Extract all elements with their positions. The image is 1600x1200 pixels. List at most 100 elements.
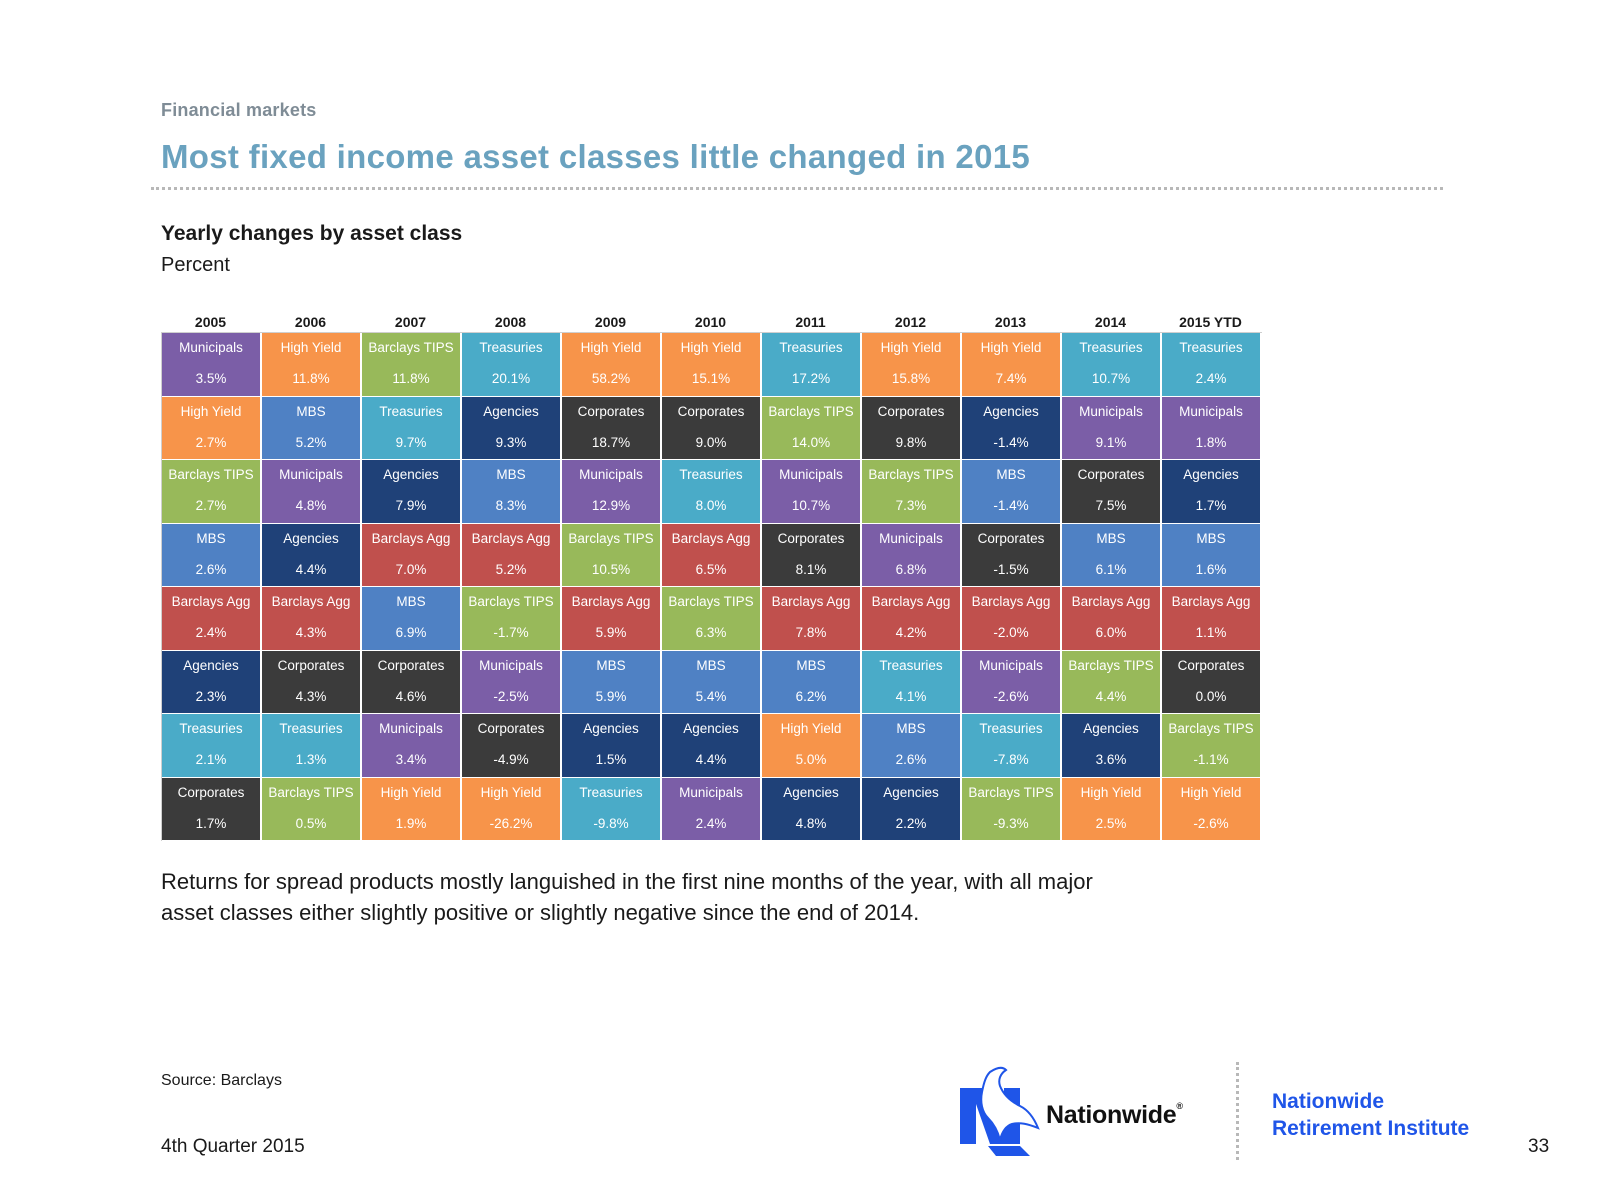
asset-cell-name: Barclays Agg — [371, 530, 451, 546]
asset-cell-name: MBS — [896, 721, 926, 736]
asset-cell-name: Agencies — [483, 403, 539, 419]
asset-cell-name: High Yield — [1080, 784, 1142, 800]
asset-cell-value: -2.0% — [993, 625, 1029, 640]
asset-cell-name: Barclays Agg — [671, 530, 751, 546]
asset-cell: MBS 6.1% — [1062, 523, 1161, 587]
asset-cell-value: 4.3% — [295, 688, 327, 704]
asset-cell-name: Barclays TIPS — [868, 467, 954, 482]
asset-cell-value: 9.1% — [1095, 434, 1127, 450]
asset-cell: Treasuries 2.4% — [1162, 333, 1261, 397]
asset-cell-value: 6.8% — [895, 561, 927, 577]
asset-cell-value: 4.4% — [695, 752, 727, 767]
asset-cell: Municipals -2.5% — [462, 650, 561, 714]
asset-cell: Corporates 7.5% — [1062, 460, 1161, 524]
asset-cell-name: MBS — [196, 530, 226, 546]
asset-cell: Corporates 9.0% — [662, 396, 761, 460]
asset-cell-name: Municipals — [379, 721, 443, 736]
asset-cell-name: High Yield — [280, 340, 342, 355]
asset-cell-value: 5.9% — [595, 688, 627, 704]
asset-cell: Barclays Agg 4.3% — [262, 587, 361, 651]
asset-cell-value: 2.4% — [695, 815, 727, 831]
asset-cell: Barclays Agg 7.8% — [762, 587, 861, 651]
asset-cell-name: High Yield — [580, 340, 642, 355]
asset-cell: High Yield 7.4% — [962, 333, 1061, 397]
asset-cell: High Yield 1.9% — [362, 777, 461, 841]
asset-cell-value: 5.9% — [595, 625, 627, 640]
asset-cell-name: MBS — [1196, 530, 1226, 546]
asset-cell-value: 1.5% — [595, 752, 627, 767]
year-header: 2010 — [694, 314, 727, 330]
asset-cell: Treasuries 9.7% — [362, 396, 461, 460]
asset-cell-value: -1.7% — [493, 625, 529, 640]
asset-cell: Agencies 4.4% — [262, 523, 361, 587]
asset-cell-name: Agencies — [1183, 467, 1239, 482]
asset-cell-name: Municipals — [279, 467, 343, 482]
asset-cell: Barclays TIPS -9.3% — [962, 777, 1061, 841]
asset-cell: Barclays TIPS 10.5% — [562, 523, 661, 587]
asset-cell-value: 1.9% — [395, 815, 427, 831]
asset-cell: Corporates -4.9% — [462, 714, 561, 778]
asset-cell: Barclays TIPS 6.3% — [662, 587, 761, 651]
footer-divider — [1236, 1062, 1239, 1160]
asset-cell: MBS -1.4% — [962, 460, 1061, 524]
asset-cell-value: -9.3% — [993, 815, 1029, 831]
asset-cell-name: MBS — [1096, 530, 1126, 546]
asset-cell-name: Agencies — [183, 657, 239, 673]
asset-cell-value: 20.1% — [491, 371, 531, 386]
asset-cell: Barclays Agg 5.9% — [562, 587, 661, 651]
asset-cell-value: 2.2% — [895, 815, 927, 831]
page-number: 33 — [1528, 1136, 1550, 1157]
asset-cell-name: Corporates — [377, 657, 445, 673]
asset-cell: High Yield 58.2% — [562, 333, 661, 397]
asset-cell-value: 2.6% — [195, 561, 227, 577]
asset-cell-name: MBS — [296, 403, 326, 419]
asset-cell-value: -2.6% — [1193, 815, 1229, 831]
asset-cell-value: 0.5% — [295, 815, 327, 831]
asset-cell-name: Treasuries — [179, 721, 243, 736]
asset-cell-name: Agencies — [883, 784, 939, 800]
asset-cell: Treasuries 2.1% — [162, 714, 261, 778]
asset-cell-name: High Yield — [1180, 784, 1242, 800]
asset-cell-value: 2.6% — [895, 752, 927, 767]
asset-cell-value: 6.5% — [695, 561, 727, 577]
asset-cell-value: 2.4% — [195, 625, 227, 640]
asset-cell-value: -2.6% — [993, 688, 1029, 704]
asset-cell: Barclays Agg 7.0% — [362, 523, 461, 587]
commentary-text: Returns for spread products mostly langu… — [161, 869, 1093, 925]
asset-cell-value: -9.8% — [593, 815, 629, 831]
asset-cell: Treasuries -9.8% — [562, 777, 661, 841]
asset-cell-name: High Yield — [480, 784, 542, 800]
asset-cell: Agencies 2.3% — [162, 650, 261, 714]
asset-cell-value: 4.3% — [295, 625, 327, 640]
asset-cell: Municipals 10.7% — [762, 460, 861, 524]
asset-cell-name: Barclays Agg — [1171, 594, 1251, 609]
asset-cell-name: Corporates — [977, 530, 1045, 546]
asset-cell-name: High Yield — [880, 340, 942, 355]
asset-cell: Municipals 12.9% — [562, 460, 661, 524]
asset-cell-value: 1.3% — [295, 752, 327, 767]
year-header: 2008 — [494, 314, 527, 330]
asset-cell: High Yield -26.2% — [462, 777, 561, 841]
asset-cell-name: Municipals — [479, 657, 543, 673]
asset-cell: Treasuries 1.3% — [262, 714, 361, 778]
asset-cell-value: -4.9% — [493, 752, 529, 767]
asset-cell-name: Agencies — [583, 721, 639, 736]
chart-title: Yearly changes by asset class — [161, 222, 463, 245]
asset-cell: Barclays TIPS 0.5% — [262, 777, 361, 841]
asset-cell-name: Treasuries — [479, 340, 543, 355]
asset-cell: Municipals 9.1% — [1062, 396, 1161, 460]
asset-cell-value: 6.1% — [1095, 561, 1127, 577]
asset-cell-name: Corporates — [577, 403, 645, 419]
asset-cell-name: Barclays TIPS — [268, 784, 354, 800]
asset-cell-name: Treasuries — [579, 784, 643, 800]
eagle-n-logo-icon — [960, 1066, 1040, 1156]
asset-cell-name: Treasuries — [979, 721, 1043, 736]
asset-cell: Treasuries 20.1% — [462, 333, 561, 397]
asset-cell-value: 1.7% — [1195, 498, 1227, 513]
asset-cell-value: 18.7% — [591, 434, 631, 450]
asset-cell-value: 1.6% — [1195, 561, 1227, 577]
asset-cell-value: 5.0% — [795, 752, 827, 767]
asset-cell-name: High Yield — [680, 340, 742, 355]
asset-cell-name: Agencies — [683, 721, 739, 736]
asset-cell-name: Agencies — [383, 467, 439, 482]
